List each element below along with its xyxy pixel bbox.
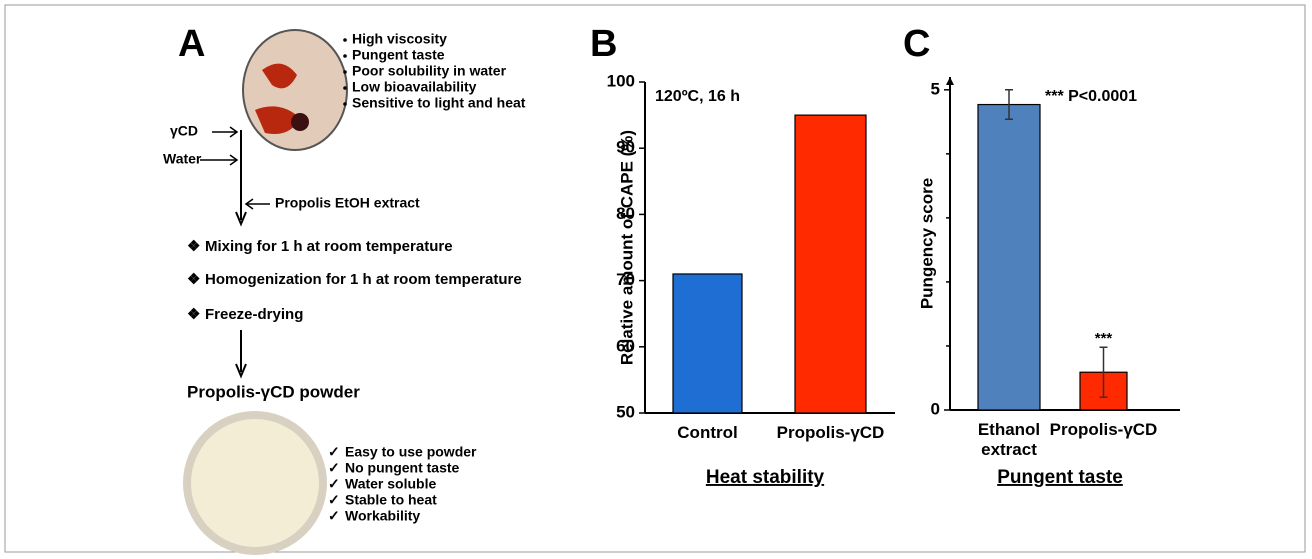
- y-tick-label: 90: [616, 138, 635, 157]
- bullet: [343, 102, 347, 106]
- bullet: [343, 86, 347, 90]
- y-tick-label: 80: [616, 204, 635, 223]
- benefit: Water soluble: [345, 476, 436, 492]
- step: Mixing for 1 h at room temperature: [205, 238, 453, 255]
- x-tick-label: Control: [677, 423, 738, 442]
- check: ✓: [328, 508, 340, 524]
- panel-label: B: [590, 23, 617, 65]
- panel-label: A: [178, 23, 205, 65]
- panel-label: C: [903, 23, 930, 65]
- chart-title: Heat stability: [706, 467, 825, 488]
- problem: Poor solubility in water: [352, 63, 507, 79]
- benefit: Workability: [345, 508, 420, 524]
- check: ✓: [328, 476, 340, 492]
- x-tick-label: Propolis-γCD: [1049, 420, 1158, 439]
- propolis-drop: [291, 113, 309, 131]
- input-label: Water: [163, 151, 202, 167]
- extract-label: Propolis EtOH extract: [275, 195, 420, 211]
- bullet: [343, 70, 347, 74]
- check: ✓: [328, 444, 340, 460]
- arrow-head: [235, 363, 247, 379]
- arrow-head: [229, 154, 239, 166]
- propolis-blob: [255, 63, 300, 134]
- arrow-head: [235, 211, 247, 227]
- powder: [191, 419, 319, 547]
- bullet: [343, 38, 347, 42]
- problem: Low bioavailability: [352, 79, 477, 95]
- step: Freeze-drying: [205, 306, 303, 323]
- y-tick-label: 5: [931, 79, 940, 98]
- input-label: γCD: [170, 123, 198, 139]
- figure-border: [4, 4, 1306, 553]
- arrow-head: [229, 126, 239, 138]
- annotation: 120ºC, 16 h: [655, 88, 740, 105]
- error-bar: [1099, 346, 1108, 398]
- step-bullet: ❖: [187, 238, 200, 255]
- problem: Pungent taste: [352, 47, 445, 63]
- bar: [672, 273, 743, 414]
- y-axis-label: Relative amount of CAPE (%): [617, 130, 636, 365]
- step-bullet: ❖: [187, 271, 200, 288]
- check: ✓: [328, 460, 340, 476]
- y-tick-label: 0: [931, 399, 940, 418]
- x-tick-label: Propolis-γCD: [776, 423, 885, 442]
- y-tick-label: 70: [616, 270, 635, 289]
- significance-label: ***: [1095, 330, 1113, 347]
- y-tick-label: 50: [616, 402, 635, 421]
- axis-arrow: [946, 77, 954, 85]
- bar: [977, 103, 1041, 411]
- propolis-photo: [242, 29, 348, 151]
- benefit: Easy to use powder: [345, 444, 477, 460]
- y-axis-label: Pungency score: [917, 178, 936, 309]
- bar: [794, 114, 867, 414]
- annotation: *** P<0.0001: [1045, 88, 1137, 105]
- step-bullet: ❖: [187, 306, 200, 323]
- chart-title: Pungent taste: [997, 467, 1123, 488]
- step: Homogenization for 1 h at room temperatu…: [205, 271, 522, 288]
- bullet: [343, 54, 347, 58]
- benefit: Stable to heat: [345, 492, 437, 508]
- x-tick-label: Ethanol extract: [977, 420, 1041, 459]
- check: ✓: [328, 492, 340, 508]
- product-label: Propolis-γCD powder: [187, 382, 360, 401]
- y-tick-label: 60: [616, 336, 635, 355]
- arrow-head: [244, 198, 254, 210]
- problem: Sensitive to light and heat: [352, 95, 526, 111]
- y-tick-label: 100: [607, 71, 635, 90]
- benefit: No pungent taste: [345, 460, 460, 476]
- problem: High viscosity: [352, 31, 447, 47]
- error-bar: [1005, 89, 1013, 121]
